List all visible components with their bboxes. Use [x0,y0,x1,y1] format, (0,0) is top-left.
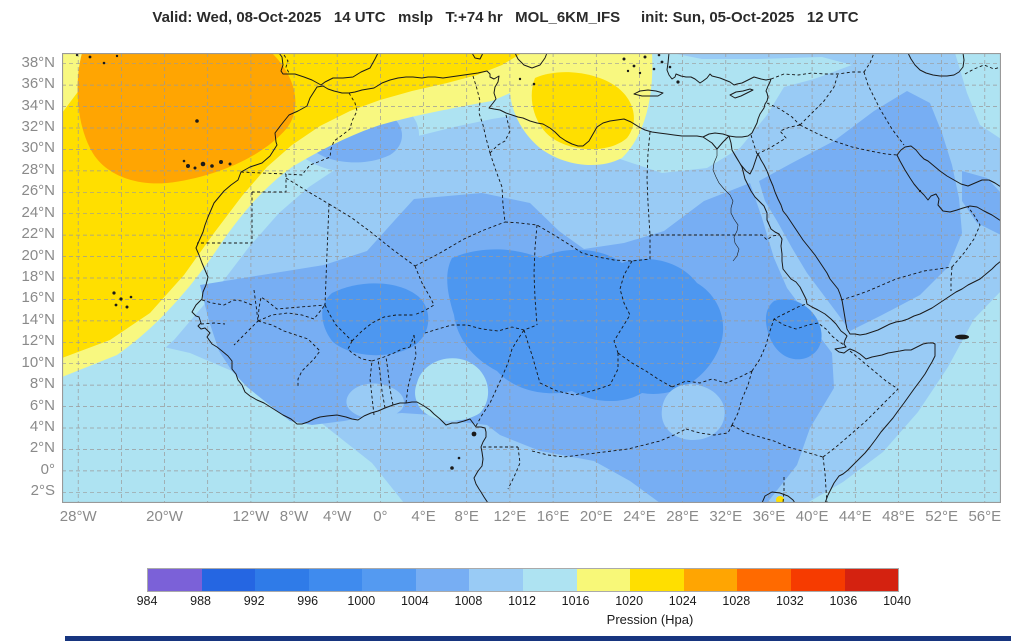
lon-tick-label: 4°W [322,508,352,525]
lat-tick-label: 16°N [21,289,55,307]
lon-tick-label: 20°W [146,508,183,525]
lon-tick-label: 28°E [666,508,699,525]
lon-tick-label: 8°W [279,508,309,525]
lat-tick-label: 0° [40,460,55,478]
colorbar-tick-label: 1000 [347,594,376,608]
lon-tick-label: 36°E [752,508,786,525]
colorbar-segment [308,569,363,591]
lat-tick-label: 34°N [21,96,55,114]
colorbar-segment [630,569,684,591]
coastlines [191,53,1001,503]
colorbar-tick-label: 1036 [829,594,858,608]
footer-bar [65,636,1011,641]
lon-tick-label: 12°E [493,508,527,525]
lat-tick-label: 36°N [21,75,55,93]
colorbar-tick-label: 1008 [454,594,483,608]
lat-tick-label: 10°N [21,353,55,371]
lon-tick-label: 56°E [968,508,1002,525]
colorbar-segment [148,569,202,591]
colorbar-tick-label: 992 [243,594,265,608]
chart-title: Valid: Wed, 08-Oct-2025 14 UTC mslp T:+7… [152,9,859,26]
lon-tick-label: 20°E [579,508,613,525]
lon-tick-label: 12°W [232,508,270,525]
lon-tick-label: 52°E [925,508,958,525]
colorbar-tick-label: 988 [190,594,211,608]
lat-tick-label: 12°N [21,332,55,350]
colorbar-tick-label: 984 [136,594,158,608]
colorbar-segment [844,569,899,591]
lat-tick-label: 30°N [21,139,55,157]
lon-tick-label: 8°E [454,508,479,525]
lat-tick-label: 18°N [21,268,55,285]
colorbar-segment [415,569,470,591]
lat-tick-label: 24°N [21,203,55,221]
lat-tick-label: 22°N [21,225,55,243]
colorbar-segment [201,569,256,591]
colorbar-segment [362,569,416,591]
lat-tick-label: 4°N [29,418,55,435]
lat-tick-label: 32°N [21,118,55,135]
colorbar-segment [255,569,309,591]
map-frame [62,53,1001,503]
colorbar-segment [523,569,577,591]
colorbar-segment [576,569,631,591]
islands [75,53,969,470]
colorbar-tick-label: 1028 [722,594,751,608]
lon-tick-label: 48°E [882,508,915,525]
colorbar-tick-label: 1040 [883,594,911,608]
colorbar-tick-label: 1004 [400,594,429,608]
nile-river [712,149,740,262]
lat-tick-label: 26°N [21,182,55,200]
colorbar-segment [790,569,845,591]
lon-tick-label: 44°E [838,508,872,525]
lat-tick-label: 6°N [29,396,55,414]
lon-tick-label: 0° [373,508,388,525]
lon-tick-label: 40°E [795,508,829,525]
lon-tick-label: 4°E [411,508,436,525]
pressure-map [62,53,1001,503]
lon-tick-label: 16°E [536,508,570,525]
colorbar-tick-label: 1020 [615,594,644,608]
lat-tick-label: 8°N [29,375,55,393]
colorbar-tick-label: 1024 [668,594,697,608]
colorbar-segment [469,569,524,591]
country-borders [197,53,1001,503]
colorbar-tick-label: 1012 [508,594,536,608]
colorbar-tick-label: 1016 [561,594,590,608]
lon-tick-label: 24°E [623,508,656,525]
lat-tick-label: 14°N [21,310,55,328]
lat-tick-label: 2°S [30,482,55,500]
lon-tick-label: 28°W [59,508,97,525]
colorbar-gradient [148,569,899,591]
colorbar [147,568,899,592]
lat-tick-label: 20°N [21,246,55,264]
colorbar-tick-label: 996 [297,594,319,608]
lat-tick-label: 38°N [21,53,55,71]
colorbar-tick-label: 1032 [775,594,804,608]
colorbar-segment [737,569,791,591]
lat-tick-label: 28°N [21,160,55,178]
colorbar-segment [683,569,738,591]
lon-tick-label: 32°E [709,508,743,525]
map-area [62,53,1001,503]
colorbar-unit-label: Pression (Hpa) [606,612,694,627]
lat-tick-label: 2°N [29,439,55,457]
colorbar-ticks: 984 988 992 996 1000 1004 1008 1012 1016 1020 1024… [137,594,911,610]
